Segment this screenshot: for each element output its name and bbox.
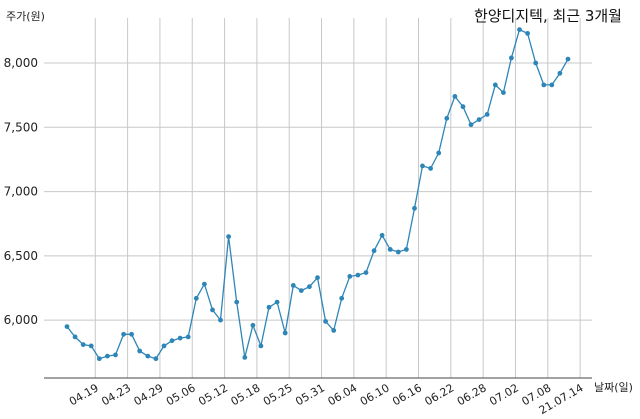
data-point bbox=[387, 247, 393, 252]
data-point bbox=[404, 247, 409, 252]
x-tick-label: 05.06 bbox=[164, 381, 198, 408]
data-point bbox=[177, 335, 183, 341]
x-tick-label: 06.22 bbox=[423, 381, 457, 408]
x-tick-label: 04.29 bbox=[132, 381, 166, 408]
data-point bbox=[525, 31, 530, 36]
data-point bbox=[363, 270, 369, 275]
data-point bbox=[121, 331, 126, 337]
data-point bbox=[428, 166, 433, 171]
x-tick-label: 05.12 bbox=[196, 381, 230, 408]
data-point bbox=[315, 275, 320, 281]
x-tick-label: 06.16 bbox=[390, 381, 424, 408]
y-tick-label: 6,000 bbox=[4, 313, 38, 327]
data-point bbox=[509, 55, 514, 61]
data-point bbox=[436, 150, 442, 156]
data-point bbox=[541, 82, 547, 88]
data-point bbox=[169, 338, 175, 344]
data-point bbox=[444, 115, 450, 121]
data-point bbox=[210, 307, 215, 313]
y-tick-label: 6,500 bbox=[4, 249, 38, 263]
data-point bbox=[226, 234, 232, 240]
data-point bbox=[113, 352, 118, 358]
x-tick-label: 06.10 bbox=[358, 381, 392, 408]
x-tick-label: 06.04 bbox=[326, 381, 360, 408]
data-point bbox=[185, 334, 191, 340]
y-tick-label: 7,500 bbox=[4, 120, 38, 134]
data-point bbox=[258, 343, 264, 349]
data-point bbox=[323, 319, 328, 324]
data-point bbox=[234, 299, 240, 305]
data-point bbox=[484, 112, 490, 117]
data-point bbox=[80, 342, 86, 347]
data-point bbox=[468, 122, 474, 128]
x-tick-label: 04.19 bbox=[67, 381, 101, 408]
x-tick-label: 07.02 bbox=[487, 381, 521, 408]
data-point bbox=[153, 356, 159, 362]
data-point bbox=[379, 232, 385, 238]
y-tick-label: 8,000 bbox=[4, 56, 38, 70]
grid bbox=[44, 18, 592, 378]
y-tick-label: 7,000 bbox=[4, 185, 38, 199]
data-point bbox=[274, 299, 280, 305]
data-point bbox=[307, 284, 312, 290]
data-point bbox=[88, 343, 94, 349]
x-tick-label: 04.23 bbox=[99, 381, 133, 408]
x-tick-labels: 04.1904.2304.2905.0605.1205.1805.2505.31… bbox=[67, 381, 586, 417]
data-point bbox=[298, 288, 304, 293]
data-point bbox=[137, 348, 143, 354]
y-tick-labels: 6,000 6,500 7,000 7,500 8,000 bbox=[4, 56, 38, 327]
series-line bbox=[66, 28, 569, 360]
data-point bbox=[452, 94, 458, 99]
x-tick-label: 05.31 bbox=[293, 381, 327, 408]
data-point bbox=[105, 353, 110, 359]
data-point bbox=[501, 90, 506, 95]
data-point bbox=[282, 330, 288, 336]
data-point bbox=[347, 274, 353, 279]
data-point bbox=[517, 27, 522, 32]
data-point bbox=[242, 355, 248, 360]
x-tick-label: 05.25 bbox=[261, 381, 295, 408]
data-point bbox=[549, 82, 555, 88]
x-tick-label: 05.18 bbox=[229, 381, 263, 408]
data-point bbox=[476, 117, 482, 122]
data-point bbox=[565, 56, 571, 62]
data-point bbox=[371, 248, 377, 254]
series-layer bbox=[64, 27, 571, 362]
data-point bbox=[420, 163, 425, 169]
data-point bbox=[492, 82, 498, 88]
chart-title: 한양디지텍, 최근 3개월 bbox=[473, 7, 622, 25]
data-point bbox=[145, 353, 151, 359]
x-axis-title: 날짜(일) bbox=[594, 381, 633, 394]
data-point bbox=[161, 343, 167, 349]
data-point bbox=[64, 324, 70, 329]
data-point bbox=[250, 322, 256, 328]
data-point bbox=[266, 304, 272, 310]
x-tick-label: 06.28 bbox=[455, 381, 489, 408]
data-point bbox=[395, 249, 401, 255]
data-point bbox=[129, 331, 135, 337]
y-axis-title: 주가(원) bbox=[6, 10, 45, 23]
data-point bbox=[460, 104, 466, 110]
data-point bbox=[72, 334, 78, 340]
data-point bbox=[412, 205, 417, 211]
data-point bbox=[96, 356, 102, 362]
data-point bbox=[193, 295, 199, 301]
data-point bbox=[557, 70, 563, 76]
data-point bbox=[331, 328, 337, 333]
data-point bbox=[355, 272, 361, 278]
data-point bbox=[202, 281, 207, 287]
data-point bbox=[533, 60, 539, 66]
data-point bbox=[218, 317, 223, 323]
data-point bbox=[290, 283, 296, 288]
data-point bbox=[339, 295, 345, 301]
